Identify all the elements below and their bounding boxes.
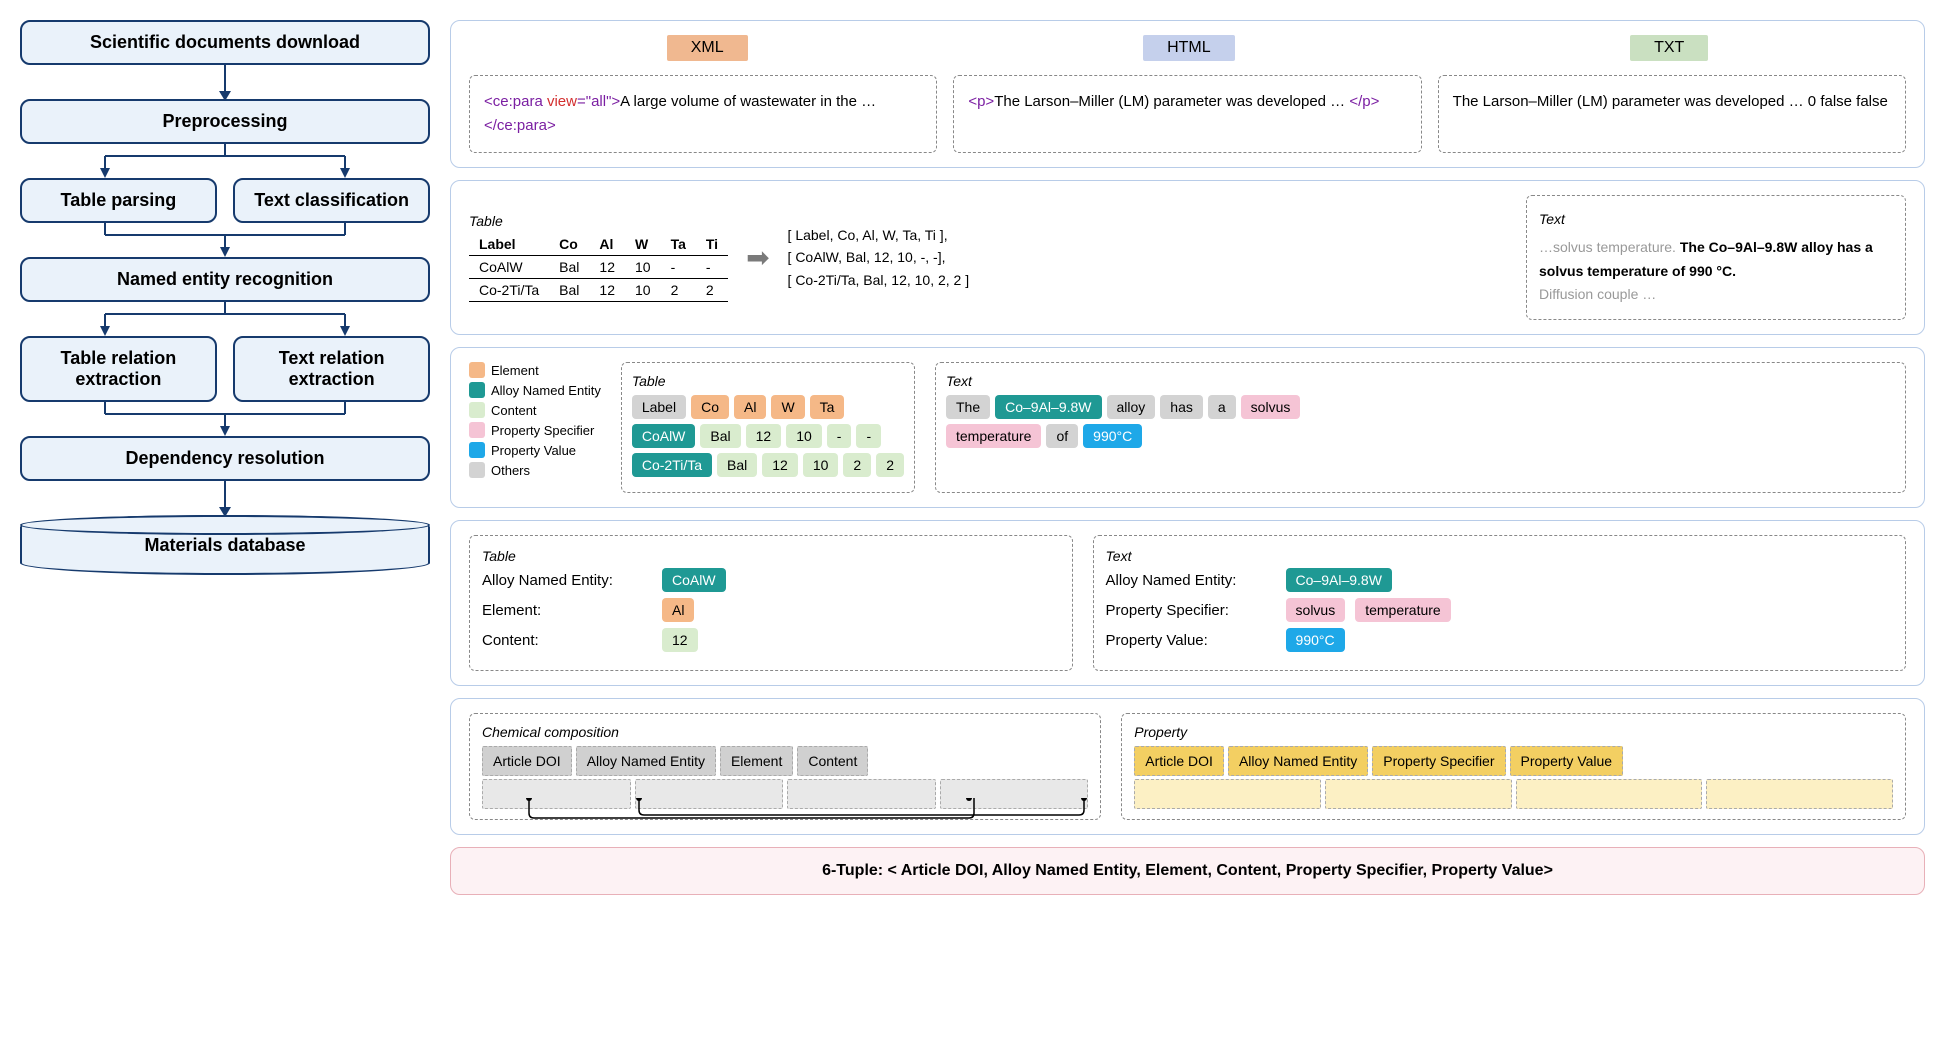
split-connector-icon xyxy=(20,302,430,336)
relation-panel: Table Alloy Named Entity:CoAlWElement:Al… xyxy=(450,520,1925,686)
flow-step-database: Materials database xyxy=(20,515,430,575)
merge-connector-icon xyxy=(20,223,430,257)
rel-table-block: Table Alloy Named Entity:CoAlWElement:Al… xyxy=(469,535,1073,671)
format-tag-html: HTML xyxy=(1143,35,1235,61)
flowchart: Scientific documents download Preprocess… xyxy=(20,20,430,895)
tuple-output: 6-Tuple: < Article DOI, Alloy Named Enti… xyxy=(450,847,1925,895)
format-tag-xml: XML xyxy=(667,35,748,61)
bracket-list: [ Label, Co, Al, W, Ta, Ti ],[ CoAlW, Ba… xyxy=(788,224,970,291)
rel-text-block: Text Alloy Named Entity:Co–9Al–9.8WPrope… xyxy=(1093,535,1906,671)
arrow-right-icon: ➡ xyxy=(746,241,769,274)
table-text-panel: Table LabelCoAlWTaTiCoAlWBal1210--Co-2Ti… xyxy=(450,180,1925,335)
text-excerpt: Text …solvus temperature. The Co–9Al–9.8… xyxy=(1526,195,1906,320)
ner-text-tokens: Text TheCo–9Al–9.8Walloyhasasolvustemper… xyxy=(935,362,1906,493)
flow-step-preprocessing: Preprocessing xyxy=(20,99,430,144)
merge-connector-icon xyxy=(20,402,430,436)
flow-step-table-relation: Table relation extraction xyxy=(20,336,217,402)
dependency-panel: Chemical composition Article DOIAlloy Na… xyxy=(450,698,1925,835)
formats-panel: XML HTML TXT <ce:para view="all">A large… xyxy=(450,20,1925,168)
flow-step-download: Scientific documents download xyxy=(20,20,430,65)
flow-step-table-parsing: Table parsing xyxy=(20,178,217,223)
dep-chem-block: Chemical composition Article DOIAlloy Na… xyxy=(469,713,1101,820)
ner-table-tokens: Table LabelCoAlWTaCoAlWBal1210--Co-2Ti/T… xyxy=(621,362,915,493)
arrow-down-icon xyxy=(224,65,226,99)
flow-step-text-classification: Text classification xyxy=(233,178,430,223)
flow-step-ner: Named entity recognition xyxy=(20,257,430,302)
xml-sample: <ce:para view="all">A large volume of wa… xyxy=(469,75,937,153)
format-tag-txt: TXT xyxy=(1630,35,1708,61)
dep-prop-block: Property Article DOIAlloy Named EntityPr… xyxy=(1121,713,1906,820)
html-sample: <p>The Larson–Miller (LM) parameter was … xyxy=(953,75,1421,153)
flow-step-dependency: Dependency resolution xyxy=(20,436,430,481)
ner-panel: ElementAlloy Named EntityContentProperty… xyxy=(450,347,1925,508)
split-connector-icon xyxy=(20,144,430,178)
mini-table: Table LabelCoAlWTaTiCoAlWBal1210--Co-2Ti… xyxy=(469,213,728,302)
arrow-down-icon xyxy=(224,481,226,515)
txt-sample: The Larson–Miller (LM) parameter was dev… xyxy=(1438,75,1906,153)
legend: ElementAlloy Named EntityContentProperty… xyxy=(469,362,601,482)
flow-step-text-relation: Text relation extraction xyxy=(233,336,430,402)
